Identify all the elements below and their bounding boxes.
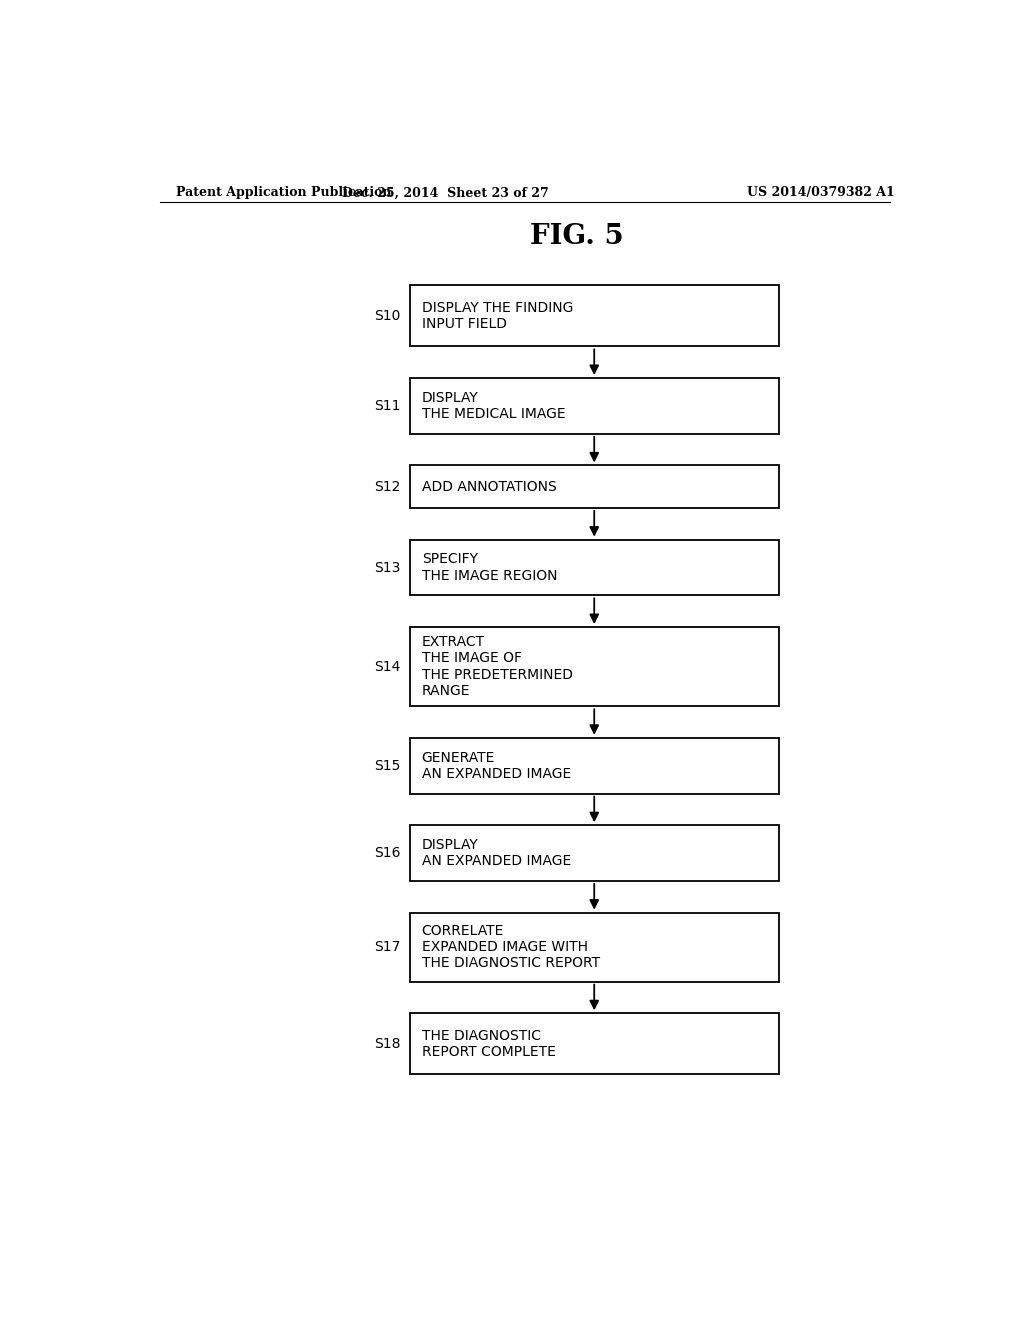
Text: S17: S17 (374, 940, 400, 954)
Text: S10: S10 (374, 309, 400, 323)
Text: FIG. 5: FIG. 5 (529, 223, 624, 251)
Bar (410, 627, 778, 706)
Text: S13: S13 (374, 561, 400, 574)
Bar (410, 466, 778, 508)
Text: DISPLAY
THE MEDICAL IMAGE: DISPLAY THE MEDICAL IMAGE (422, 391, 565, 421)
Text: S11: S11 (374, 399, 400, 413)
Text: S14: S14 (374, 660, 400, 673)
Text: S15: S15 (374, 759, 400, 772)
Text: THE DIAGNOSTIC
REPORT COMPLETE: THE DIAGNOSTIC REPORT COMPLETE (422, 1028, 555, 1059)
Text: US 2014/0379382 A1: US 2014/0379382 A1 (748, 186, 895, 199)
Text: S18: S18 (374, 1036, 400, 1051)
Text: DISPLAY THE FINDING
INPUT FIELD: DISPLAY THE FINDING INPUT FIELD (422, 301, 573, 331)
Text: CORRELATE
EXPANDED IMAGE WITH
THE DIAGNOSTIC REPORT: CORRELATE EXPANDED IMAGE WITH THE DIAGNO… (422, 924, 600, 970)
Bar (410, 540, 778, 595)
Bar (410, 825, 778, 880)
Bar (410, 1014, 778, 1074)
Text: DISPLAY
AN EXPANDED IMAGE: DISPLAY AN EXPANDED IMAGE (422, 838, 571, 869)
Text: Patent Application Publication: Patent Application Publication (176, 186, 391, 199)
Bar (410, 285, 778, 346)
Text: GENERATE
AN EXPANDED IMAGE: GENERATE AN EXPANDED IMAGE (422, 751, 571, 781)
Text: S16: S16 (374, 846, 400, 861)
Text: S12: S12 (374, 479, 400, 494)
Text: Dec. 25, 2014  Sheet 23 of 27: Dec. 25, 2014 Sheet 23 of 27 (342, 186, 549, 199)
Bar (410, 738, 778, 793)
Text: SPECIFY
THE IMAGE REGION: SPECIFY THE IMAGE REGION (422, 552, 557, 582)
Bar (410, 378, 778, 434)
Text: ADD ANNOTATIONS: ADD ANNOTATIONS (422, 479, 556, 494)
Text: EXTRACT
THE IMAGE OF
THE PREDETERMINED
RANGE: EXTRACT THE IMAGE OF THE PREDETERMINED R… (422, 635, 572, 698)
Bar (410, 912, 778, 982)
